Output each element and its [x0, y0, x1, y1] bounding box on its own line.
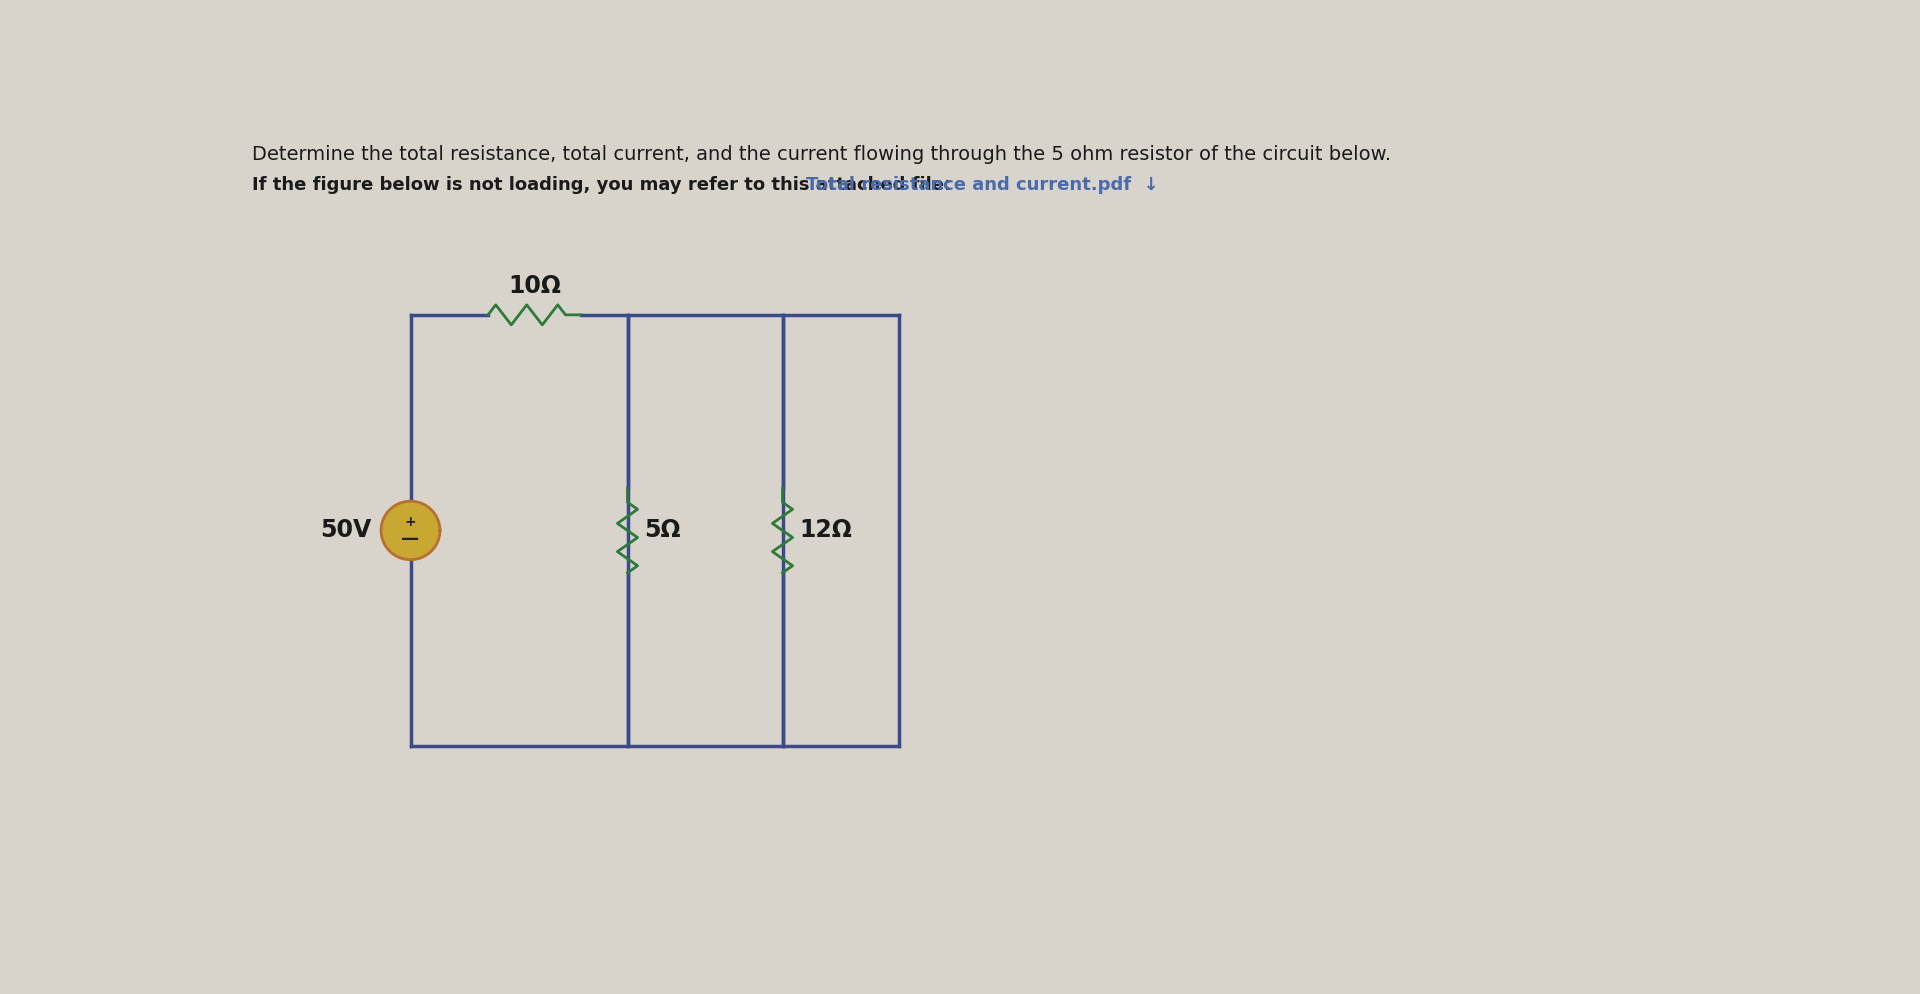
Text: Determine the total resistance, total current, and the current flowing through t: Determine the total resistance, total cu…: [252, 145, 1390, 164]
Text: 50V: 50V: [321, 519, 372, 543]
Text: Total resistance and current.pdf  ↓: Total resistance and current.pdf ↓: [806, 176, 1160, 194]
Text: +: +: [405, 515, 417, 529]
Text: 12Ω: 12Ω: [799, 519, 852, 543]
Text: 10Ω: 10Ω: [509, 274, 561, 298]
Text: If the figure below is not loading, you may refer to this attached file:: If the figure below is not loading, you …: [252, 176, 956, 194]
Polygon shape: [380, 501, 440, 560]
Text: 5Ω: 5Ω: [645, 519, 682, 543]
Text: —: —: [401, 530, 420, 548]
